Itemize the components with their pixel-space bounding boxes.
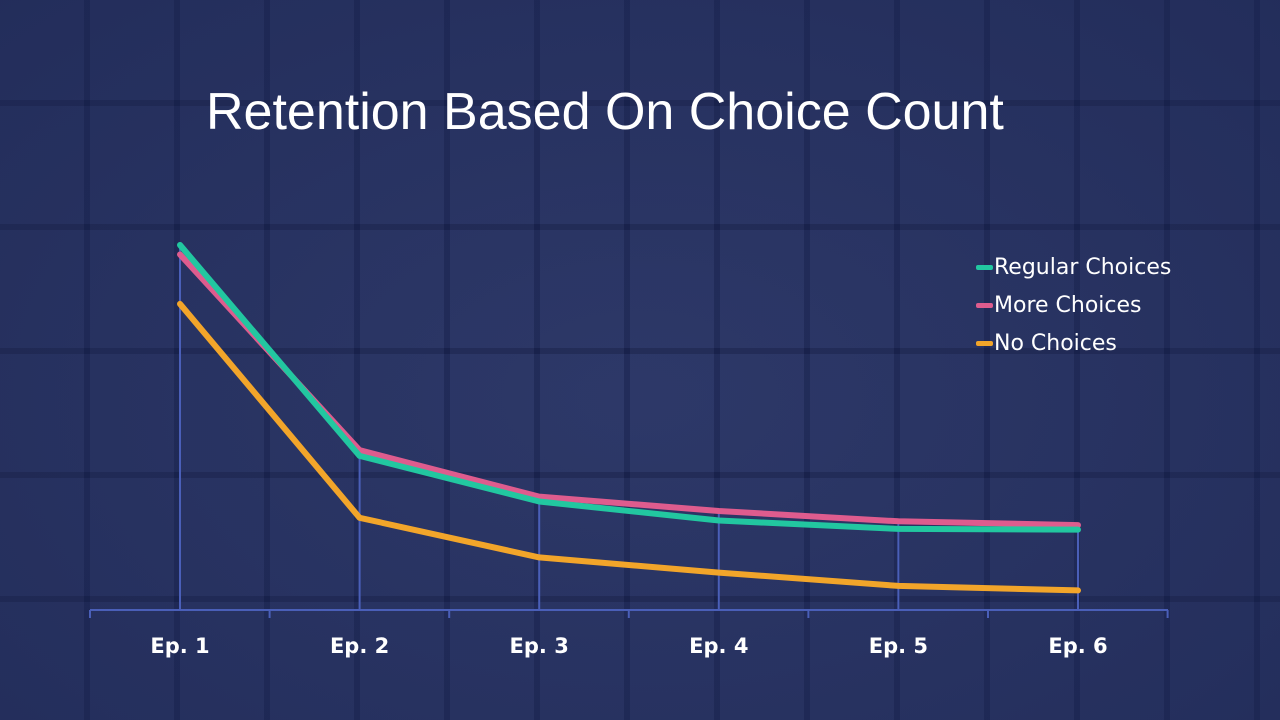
- legend-swatch-none: [976, 340, 993, 346]
- x-tick-label: Ep. 3: [510, 634, 569, 658]
- series-line-no-choices: [177, 300, 1081, 594]
- drop-lines: [179, 245, 1079, 610]
- x-axis: [89, 609, 1169, 618]
- legend-label-regular: Regular Choices: [994, 254, 1172, 280]
- legend-item-no-choices: No Choices: [976, 324, 1171, 362]
- x-tick-label: Ep. 4: [689, 634, 748, 658]
- chart-title: Retention Based On Choice Count: [206, 83, 1004, 141]
- legend: Regular Choices More Choices No Choices: [976, 248, 1171, 362]
- x-tick-label: Ep. 2: [330, 634, 389, 658]
- legend-label-more: More Choices: [994, 292, 1142, 318]
- legend-item-regular-choices: Regular Choices: [976, 248, 1171, 286]
- series-line-more-choices: [177, 251, 1081, 529]
- series-line-regular-choices: [177, 242, 1081, 533]
- series-lines: [177, 242, 1081, 594]
- x-tick-label: Ep. 5: [869, 634, 928, 658]
- legend-swatch-regular: [976, 264, 993, 270]
- x-tick-label: Ep. 6: [1048, 634, 1107, 658]
- x-axis-labels: Ep. 1 Ep. 2 Ep. 3 Ep. 4 Ep. 5 Ep. 6: [150, 634, 1107, 658]
- x-tick-label: Ep. 1: [150, 634, 209, 658]
- legend-item-more-choices: More Choices: [976, 286, 1171, 324]
- legend-swatch-more: [976, 302, 993, 308]
- legend-label-none: No Choices: [994, 330, 1117, 356]
